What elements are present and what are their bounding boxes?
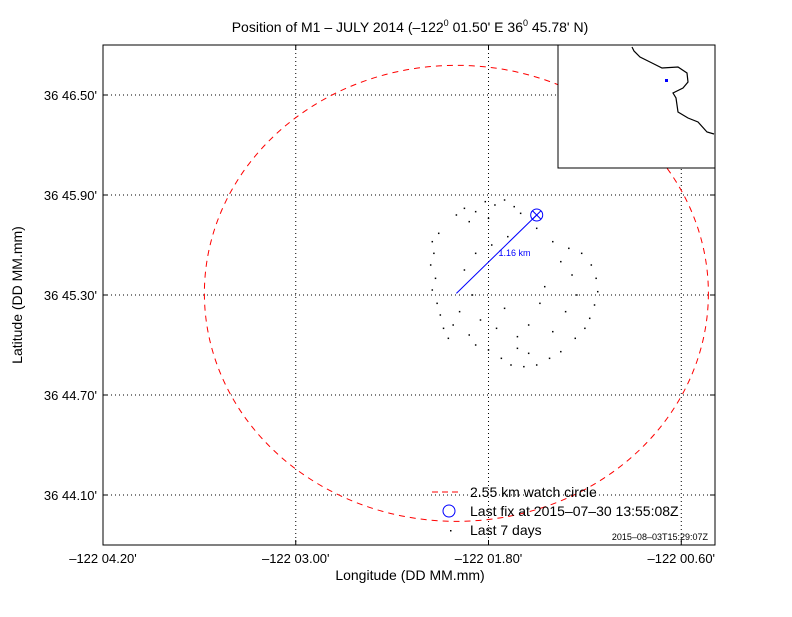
track-point (560, 350, 562, 353)
track-point (510, 364, 512, 366)
track-point (548, 357, 551, 360)
track-point (494, 204, 496, 206)
y-tick-label: 36 44.10' (44, 488, 97, 503)
track-point (458, 310, 461, 313)
track-point (539, 302, 541, 305)
track-point (574, 337, 577, 340)
track-point (527, 352, 530, 355)
track-point (463, 207, 466, 210)
track-point (429, 264, 432, 266)
track-point (490, 244, 493, 246)
legend-watch-circle: 2.55 km watch circle (470, 484, 597, 500)
track-point (593, 304, 596, 306)
track-point (568, 247, 570, 250)
coastline (631, 46, 715, 135)
track-point (468, 334, 470, 336)
track-point (436, 302, 438, 305)
track-point (431, 240, 434, 243)
distance-line (456, 214, 538, 294)
track-point (507, 235, 509, 238)
inset-location-marker (665, 79, 668, 82)
track-point (452, 324, 454, 326)
track-point (474, 210, 477, 213)
track-point (503, 307, 506, 310)
track-point (552, 240, 554, 243)
x-tick-label: –122 03.00' (262, 551, 330, 566)
legend-last-7-days-swatch (450, 530, 452, 532)
track-point (439, 314, 442, 316)
track-point (588, 317, 591, 320)
legend-last-fix: Last fix at 2015–07–30 13:55:08Z (470, 503, 679, 519)
last-fix-marker (530, 208, 544, 222)
legend-last-fix-swatch (442, 504, 456, 518)
track-point (564, 310, 567, 313)
track-point (560, 260, 562, 263)
inset-map (557, 44, 716, 169)
legend: 2.55 km watch circle Last fix at 2015–07… (432, 484, 679, 538)
track-point (519, 212, 522, 215)
track-point (576, 294, 578, 296)
track-point (543, 285, 546, 288)
x-axis-label: Longitude (DD MM.mm) (335, 567, 484, 583)
x-tick-label: –122 01.80' (455, 551, 523, 566)
track-point (468, 220, 470, 223)
track-point (447, 337, 450, 340)
track-point (484, 200, 487, 203)
chart-title: Position of M1 – JULY 2014 (–1220 01.50'… (232, 18, 589, 35)
track-point (434, 277, 437, 280)
track-point (474, 344, 477, 346)
track-point (487, 349, 490, 351)
x-tick-label: –122 00.60' (647, 551, 715, 566)
x-tick-label: –122 04.20' (69, 551, 137, 566)
track-point (463, 269, 466, 271)
track-point (527, 324, 530, 326)
track-point (431, 289, 434, 291)
track-point (596, 290, 599, 293)
track-point (580, 252, 583, 255)
track-point (552, 330, 554, 333)
y-tick-label: 36 46.50' (44, 88, 97, 103)
track-point (455, 214, 458, 216)
track-point (503, 199, 506, 201)
track-point (474, 252, 477, 255)
track-point (571, 274, 573, 276)
legend-last-7-days: Last 7 days (470, 522, 542, 538)
track-point (495, 327, 498, 330)
track-point (479, 319, 482, 321)
track-point (535, 364, 538, 366)
track-point (584, 327, 586, 330)
last-fix-cross (532, 210, 542, 220)
y-tick-label: 36 44.70' (44, 388, 97, 403)
track-point (433, 252, 435, 255)
timestamp: 2015–08–03T15:29:07Z (612, 532, 709, 542)
track-point (487, 217, 490, 220)
track-point (516, 335, 519, 338)
y-axis-label: Latitude (DD MM.mm) (9, 226, 25, 364)
track-point (523, 365, 525, 368)
track-point (595, 277, 597, 280)
y-tick-label: 36 45.90' (44, 188, 97, 203)
y-tick-label: 36 45.30' (44, 288, 97, 303)
watch-circle (203, 64, 709, 522)
track-point (513, 205, 515, 208)
track-point (437, 232, 440, 235)
track-point (442, 327, 445, 330)
track-point (500, 357, 503, 360)
track-point (471, 294, 474, 296)
distance-label: 1.16 km (499, 248, 531, 258)
track-point (590, 264, 593, 266)
track-point (516, 347, 519, 350)
track-point (535, 227, 538, 230)
